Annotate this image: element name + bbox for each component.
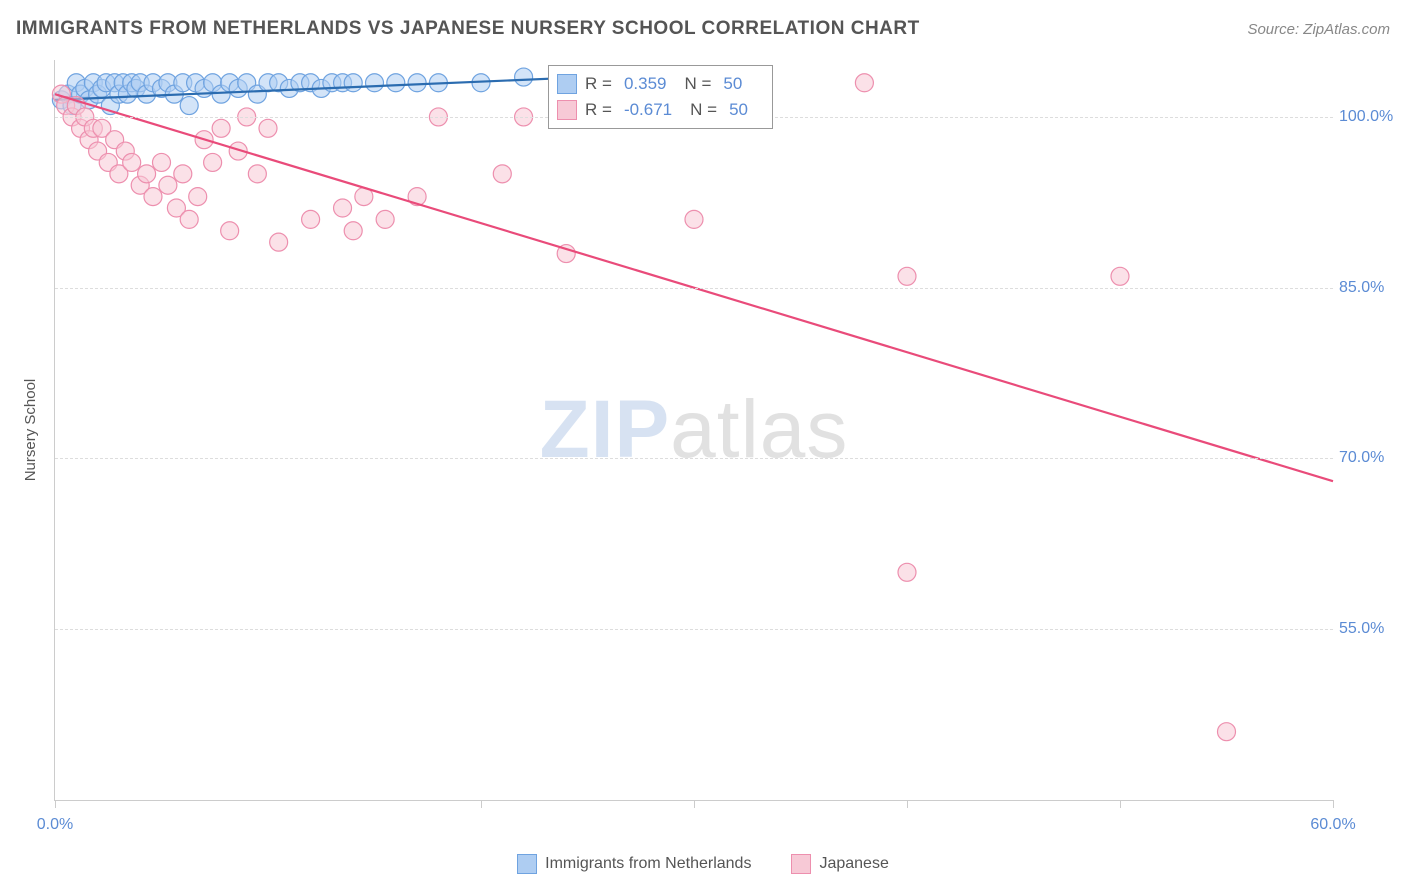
- stat-r-value: 0.359: [624, 71, 667, 97]
- data-point: [212, 119, 230, 137]
- data-point: [898, 563, 916, 581]
- data-point: [387, 74, 405, 92]
- stat-r-value: -0.671: [624, 97, 672, 123]
- data-point: [366, 74, 384, 92]
- chart-title: IMMIGRANTS FROM NETHERLANDS VS JAPANESE …: [16, 18, 920, 40]
- data-point: [221, 222, 239, 240]
- legend-swatch: [557, 74, 577, 94]
- data-point: [515, 68, 533, 86]
- x-tick-label: 0.0%: [37, 816, 73, 834]
- bottom-legend: Immigrants from Netherlands Japanese: [0, 854, 1406, 874]
- y-tick-label: 55.0%: [1339, 620, 1395, 638]
- legend-swatch: [557, 100, 577, 120]
- gridline: [55, 629, 1333, 630]
- data-point: [408, 74, 426, 92]
- x-tick: [481, 800, 482, 808]
- data-point: [123, 153, 141, 171]
- data-point: [144, 188, 162, 206]
- x-tick-label: 60.0%: [1310, 816, 1355, 834]
- legend-swatch: [791, 854, 811, 874]
- series-name: Immigrants from Netherlands: [545, 855, 751, 873]
- data-point: [138, 165, 156, 183]
- legend-stats-row: R = -0.671 N = 50: [557, 97, 758, 123]
- data-point: [302, 210, 320, 228]
- x-tick: [694, 800, 695, 808]
- data-point: [344, 74, 362, 92]
- stat-n-value: 50: [723, 71, 742, 97]
- data-point: [180, 210, 198, 228]
- stat-r-label: R =: [585, 97, 612, 123]
- data-point: [153, 153, 171, 171]
- legend-stats-row: R = 0.359 N = 50: [557, 71, 758, 97]
- scatter-svg: [55, 60, 1333, 800]
- x-tick: [1333, 800, 1334, 808]
- stat-n-label: N =: [684, 71, 711, 97]
- stat-n-value: 50: [729, 97, 748, 123]
- data-point: [159, 176, 177, 194]
- source-label: Source: ZipAtlas.com: [1247, 21, 1390, 38]
- data-point: [259, 119, 277, 137]
- data-point: [248, 165, 266, 183]
- stat-n-label: N =: [690, 97, 717, 123]
- data-point: [334, 199, 352, 217]
- data-point: [1111, 267, 1129, 285]
- data-point: [855, 74, 873, 92]
- bottom-legend-item: Japanese: [791, 854, 888, 874]
- legend-swatch: [517, 854, 537, 874]
- stat-r-label: R =: [585, 71, 612, 97]
- gridline: [55, 288, 1333, 289]
- y-tick-label: 85.0%: [1339, 279, 1395, 297]
- data-point: [685, 210, 703, 228]
- data-point: [1218, 723, 1236, 741]
- x-tick: [55, 800, 56, 808]
- data-point: [174, 165, 192, 183]
- plot-area: ZIPatlas 55.0%70.0%85.0%100.0%0.0%60.0%: [54, 60, 1333, 801]
- data-point: [189, 188, 207, 206]
- data-point: [270, 233, 288, 251]
- x-tick: [1120, 800, 1121, 808]
- data-point: [344, 222, 362, 240]
- series-name: Japanese: [819, 855, 888, 873]
- data-point: [493, 165, 511, 183]
- data-point: [376, 210, 394, 228]
- gridline: [55, 458, 1333, 459]
- title-bar: IMMIGRANTS FROM NETHERLANDS VS JAPANESE …: [16, 18, 1390, 40]
- legend-stats-box: R =0.359N =50R =-0.671N =50: [548, 65, 773, 129]
- y-tick-label: 100.0%: [1339, 108, 1395, 126]
- data-point: [204, 153, 222, 171]
- y-axis-label: Nursery School: [22, 379, 39, 482]
- data-point: [180, 97, 198, 115]
- data-point: [898, 267, 916, 285]
- x-tick: [907, 800, 908, 808]
- bottom-legend-item: Immigrants from Netherlands: [517, 854, 751, 874]
- y-tick-label: 70.0%: [1339, 449, 1395, 467]
